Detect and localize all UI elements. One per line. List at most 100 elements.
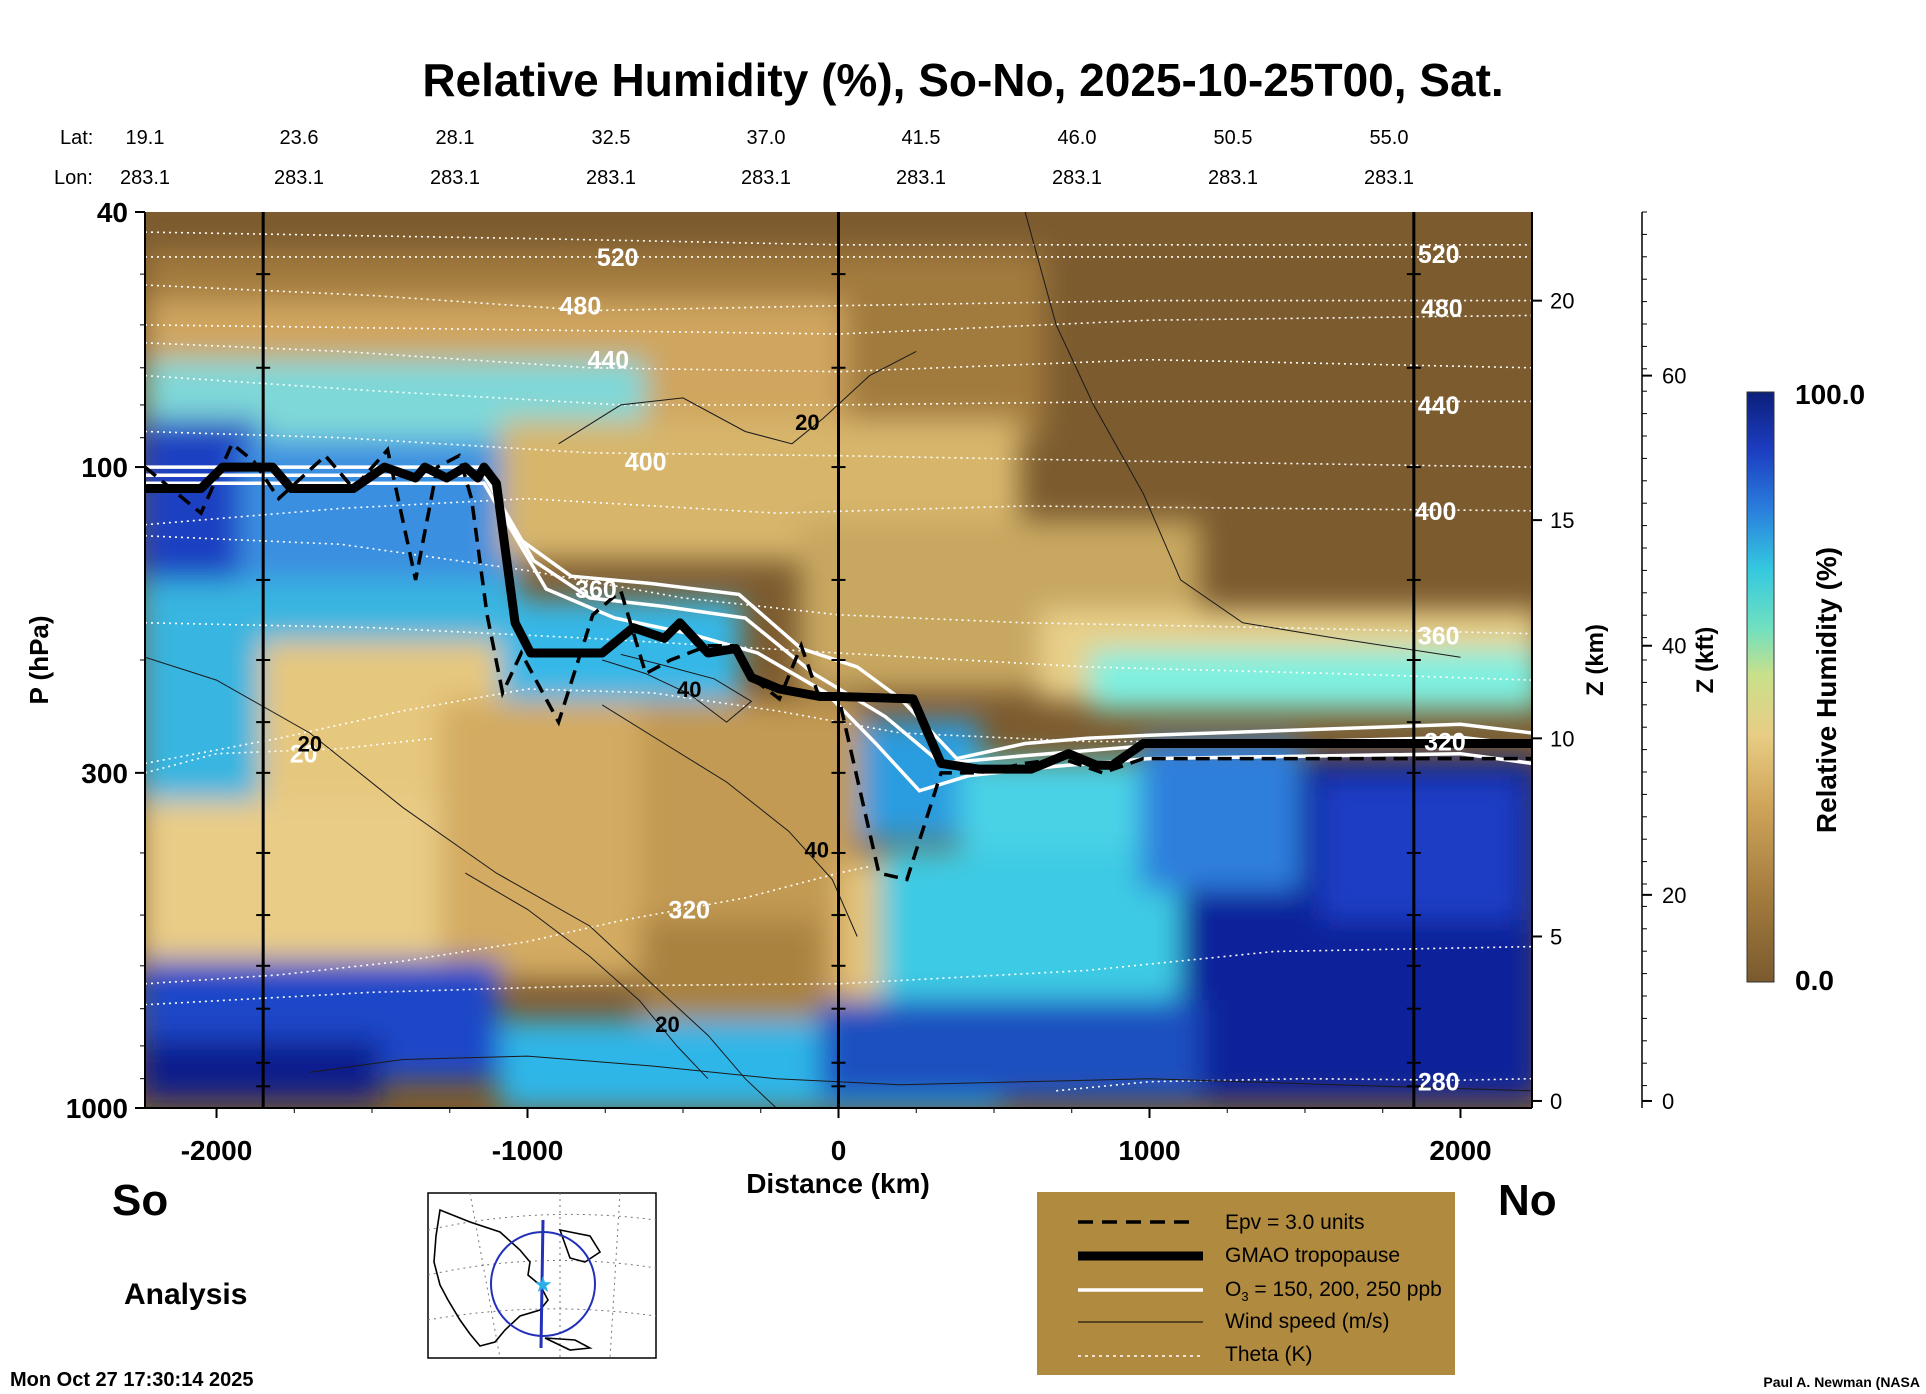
analysis-label: Analysis bbox=[124, 1278, 247, 1311]
z-km-tick-label: 10 bbox=[1550, 726, 1574, 751]
theta-contour bbox=[145, 737, 435, 774]
legend: Epv = 3.0 units GMAO tropopause O3 = 150… bbox=[1037, 1192, 1455, 1375]
theta-label: 320 bbox=[1424, 728, 1466, 756]
legend-ozone-prefix: O bbox=[1225, 1278, 1241, 1301]
chart-title: Relative Humidity (%), So-No, 2025-10-25… bbox=[422, 54, 1503, 106]
colorbar: 100.0 0.0 Relative Humidity (%) bbox=[1746, 379, 1865, 996]
theta-label: 520 bbox=[597, 244, 639, 272]
z-kft-tick-label: 20 bbox=[1662, 883, 1686, 908]
theta-label: 20 bbox=[290, 741, 318, 769]
z-km-tick-label: 20 bbox=[1550, 289, 1574, 314]
z-km-tick-label: 5 bbox=[1550, 924, 1562, 949]
lat-lon-row: 19.1 23.6 28.1 32.5 37.0 41.5 46.0 50.5 55.0 283.… bbox=[120, 127, 1414, 189]
z-km-label: Z (km) bbox=[1582, 624, 1609, 696]
theta-label: 520 bbox=[1418, 241, 1460, 269]
theta-label: 480 bbox=[1421, 295, 1463, 323]
wind-contour bbox=[1024, 212, 1461, 658]
wind-contour bbox=[601, 704, 858, 937]
lat-value: 55.0 bbox=[1370, 127, 1409, 149]
ozone-contour bbox=[145, 465, 1532, 761]
z-kft-label: Z (kft) bbox=[1692, 627, 1719, 694]
lon-value: 283.1 bbox=[1208, 167, 1258, 189]
theta-label: 400 bbox=[625, 448, 667, 476]
x-tick-label: -2000 bbox=[181, 1135, 253, 1166]
lat-value: 19.1 bbox=[126, 127, 165, 149]
no-label: No bbox=[1498, 1176, 1557, 1225]
axes: -2000 -1000 0 1000 2000 40 100 300 1000 0 5 10 15 20 0… bbox=[66, 197, 1687, 1166]
ozone-contour bbox=[145, 481, 1532, 793]
y-axis-label: P (hPa) bbox=[24, 615, 54, 704]
lat-value: 41.5 bbox=[902, 127, 941, 149]
legend-tropopause-label: GMAO tropopause bbox=[1225, 1244, 1400, 1267]
colorbar-title: Relative Humidity (%) bbox=[1811, 547, 1842, 833]
theta-contour bbox=[145, 688, 1532, 765]
locator-map: ★ bbox=[427, 1192, 657, 1359]
p-tick-label: 40 bbox=[97, 197, 128, 228]
credit: Paul A. Newman (NASA bbox=[1763, 1374, 1920, 1390]
legend-epv-label: Epv = 3.0 units bbox=[1225, 1211, 1365, 1234]
center-star-icon: ★ bbox=[533, 1273, 553, 1298]
lon-value: 283.1 bbox=[586, 167, 636, 189]
so-label: So bbox=[112, 1176, 168, 1225]
theta-label: 320 bbox=[668, 896, 710, 924]
p-tick-label: 300 bbox=[81, 758, 128, 789]
wind-contour bbox=[602, 653, 753, 723]
theta-contour bbox=[145, 374, 1532, 406]
wind-label: 40 bbox=[677, 677, 701, 702]
lon-value: 283.1 bbox=[120, 167, 170, 189]
vertical-reference-lines bbox=[256, 212, 1421, 1108]
contour-labels: 520 520 480 480 440 440 400 400 360 360 320 20 320 28… bbox=[290, 241, 1466, 1097]
colorbar-min-label: 0.0 bbox=[1795, 965, 1834, 996]
z-kft-tick-label: 60 bbox=[1662, 364, 1686, 389]
theta-contour bbox=[145, 342, 1532, 373]
legend-ozone-label: O3 = 150, 200, 250 ppb bbox=[1225, 1278, 1442, 1304]
legend-ozone-suffix: = 150, 200, 250 ppb bbox=[1249, 1278, 1442, 1301]
z-km-tick-label: 15 bbox=[1550, 508, 1574, 533]
x-tick-label: -1000 bbox=[492, 1135, 564, 1166]
theta-contour bbox=[145, 535, 1532, 635]
lat-value: 23.6 bbox=[280, 127, 319, 149]
section-line bbox=[539, 1219, 545, 1349]
contour-overlays bbox=[145, 212, 1532, 1108]
x-tick-label: 2000 bbox=[1429, 1135, 1491, 1166]
lon-value: 283.1 bbox=[1052, 167, 1102, 189]
lon-value: 283.1 bbox=[274, 167, 324, 189]
lat-value: 28.1 bbox=[436, 127, 475, 149]
tropopause-line bbox=[145, 462, 1532, 774]
timestamp: Mon Oct 27 17:30:14 2025 bbox=[10, 1369, 253, 1391]
legend-wind-label: Wind speed (m/s) bbox=[1225, 1310, 1390, 1333]
lat-value: 32.5 bbox=[592, 127, 631, 149]
colorbar-gradient bbox=[1746, 391, 1775, 983]
theta-label: 360 bbox=[575, 576, 617, 604]
z-kft-tick-label: 40 bbox=[1662, 634, 1686, 659]
lat-value: 46.0 bbox=[1058, 127, 1097, 149]
theta-label: 280 bbox=[1418, 1069, 1460, 1097]
wind-label: 20 bbox=[655, 1012, 679, 1037]
legend-ozone-sub: 3 bbox=[1241, 1289, 1248, 1304]
x-tick-label: 1000 bbox=[1118, 1135, 1180, 1166]
theta-contour bbox=[145, 865, 870, 985]
x-tick-label: 0 bbox=[831, 1135, 847, 1166]
wind-label: 20 bbox=[298, 732, 322, 757]
p-tick-label: 100 bbox=[81, 452, 128, 483]
z-km-tick-label: 0 bbox=[1550, 1089, 1562, 1114]
z-kft-tick-label: 0 bbox=[1662, 1089, 1674, 1114]
theta-contour bbox=[145, 231, 1532, 246]
legend-theta-label: Theta (K) bbox=[1225, 1343, 1313, 1366]
theta-label: 480 bbox=[560, 293, 602, 321]
theta-contour bbox=[145, 284, 1532, 312]
theta-contour bbox=[145, 430, 1532, 468]
lon-label: Lon: bbox=[54, 167, 93, 189]
lat-value: 37.0 bbox=[747, 127, 786, 149]
wind-contour bbox=[465, 872, 709, 1080]
lat-label: Lat: bbox=[60, 127, 93, 149]
lon-value: 283.1 bbox=[1364, 167, 1414, 189]
wind-contour bbox=[558, 350, 917, 445]
wind-label: 40 bbox=[804, 837, 828, 862]
p-tick-label: 1000 bbox=[66, 1093, 128, 1124]
lon-value: 283.1 bbox=[430, 167, 480, 189]
theta-label: 400 bbox=[1415, 498, 1457, 526]
x-axis-label: Distance (km) bbox=[746, 1168, 930, 1199]
lat-value: 50.5 bbox=[1214, 127, 1253, 149]
